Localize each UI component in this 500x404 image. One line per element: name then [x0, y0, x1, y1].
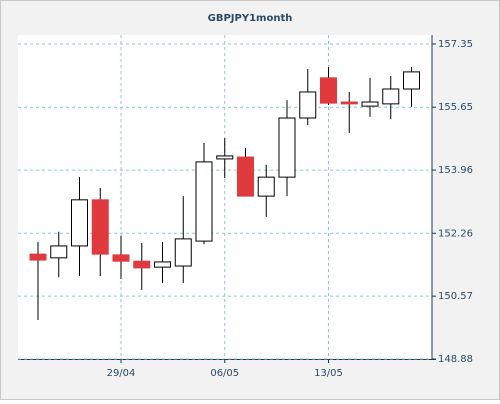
candle-body — [237, 156, 254, 197]
y-tick-label: 155.65 — [438, 102, 473, 113]
candle-body — [361, 101, 379, 107]
chart-title: GBPJPY1month — [208, 13, 293, 24]
candle-body — [195, 161, 213, 242]
candle-body — [216, 155, 234, 160]
y-tick-label: 150.57 — [438, 291, 473, 302]
candle-body — [320, 77, 337, 104]
y-tick-label: 153.96 — [438, 165, 473, 176]
candle-body — [50, 245, 68, 259]
x-tick-label: 29/04 — [107, 368, 136, 379]
candle-body — [299, 91, 317, 119]
x-tick-label: 06/05 — [210, 368, 239, 379]
candle-body — [403, 71, 420, 90]
candle-body — [174, 238, 192, 267]
candle-body — [71, 199, 88, 247]
x-tick-label: 13/05 — [314, 368, 343, 379]
candle-body — [257, 176, 275, 197]
candle-body — [29, 253, 47, 261]
y-tick-label: 157.35 — [438, 39, 473, 50]
candle-body — [133, 260, 151, 269]
candle-body — [112, 254, 130, 262]
candle-body — [91, 199, 109, 255]
candle-body — [340, 101, 358, 105]
candle-body — [278, 117, 296, 178]
y-tick-label: 152.26 — [438, 228, 473, 239]
y-tick-label: 148.88 — [438, 354, 473, 365]
candle-body — [154, 261, 171, 268]
candle-body — [382, 88, 400, 105]
